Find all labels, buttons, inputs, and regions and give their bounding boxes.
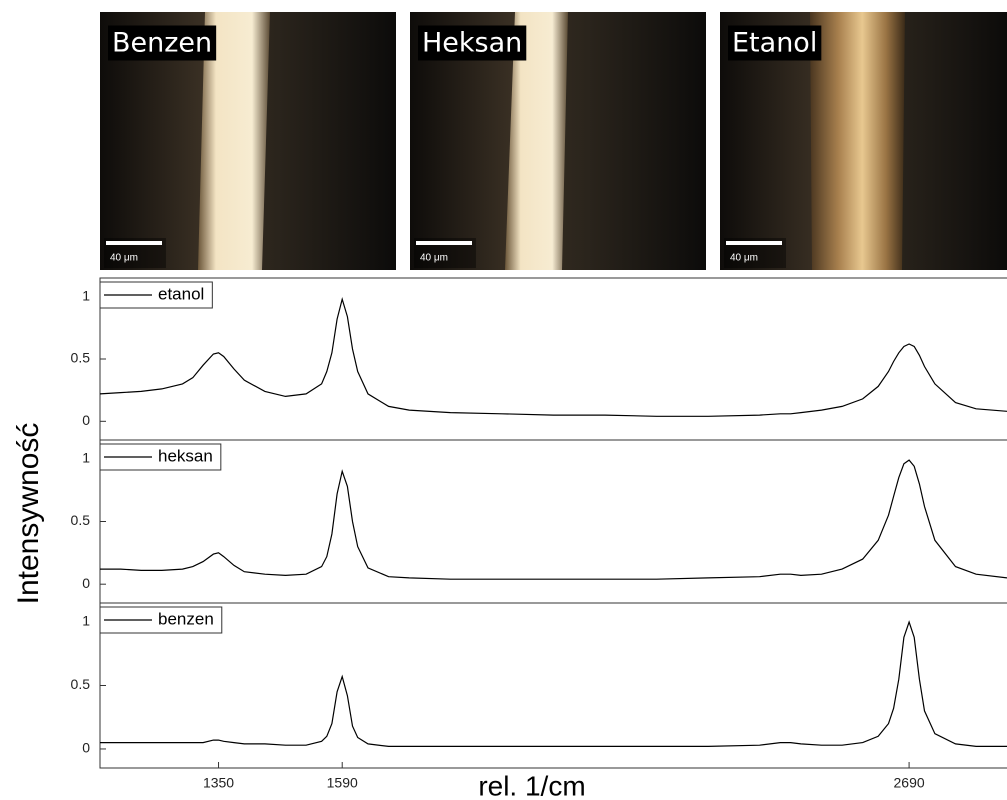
scale-label: 40 μm bbox=[730, 253, 758, 264]
y-tick-label: 0.5 bbox=[71, 676, 91, 692]
y-tick-label: 0.5 bbox=[71, 512, 91, 528]
legend-label: etanol bbox=[158, 284, 204, 303]
image-label: Etanol bbox=[732, 28, 817, 59]
spectrum bbox=[100, 459, 1007, 580]
micrographs: Benzen 40 μm Heksan 40 μm Etanol 40 μm bbox=[100, 12, 1007, 270]
x-tick-label: 1590 bbox=[327, 775, 358, 791]
y-tick-label: 0 bbox=[82, 740, 90, 756]
y-tick-label: 1 bbox=[82, 287, 90, 303]
legend-label: benzen bbox=[158, 609, 214, 628]
label-bg bbox=[108, 25, 217, 61]
y-tick-label: 0.5 bbox=[71, 350, 91, 366]
image-label: Benzen bbox=[112, 28, 212, 59]
plot-frame bbox=[99, 439, 1007, 604]
x-tick-label: 1350 bbox=[203, 775, 234, 791]
y-tick-label: 0 bbox=[82, 412, 90, 428]
y-axis-label: Intensywność bbox=[12, 423, 45, 605]
y-tick-label: 1 bbox=[82, 613, 90, 629]
scale-label: 40 μm bbox=[420, 253, 448, 264]
y-tick-label: 1 bbox=[82, 450, 90, 466]
fiber bbox=[505, 12, 568, 270]
fiber bbox=[810, 12, 905, 270]
fiber bbox=[198, 12, 270, 270]
x-axis-label: rel. 1/cm bbox=[478, 770, 585, 800]
scale-label: 40 μm bbox=[110, 253, 138, 264]
spectra: 0 0.5 1 etanol 0 0.5 1 heksan Intensywność 0 0.5 1 b… bbox=[12, 277, 1007, 800]
label-bg bbox=[728, 25, 822, 61]
image-label: Heksan bbox=[422, 28, 522, 59]
y-tick-label: 0 bbox=[82, 575, 90, 591]
spectrum bbox=[99, 296, 1007, 417]
label-bg bbox=[418, 25, 527, 61]
x-tick-label: 2690 bbox=[894, 775, 925, 791]
legend-label: heksan bbox=[158, 446, 213, 465]
spectrum bbox=[100, 620, 1007, 747]
